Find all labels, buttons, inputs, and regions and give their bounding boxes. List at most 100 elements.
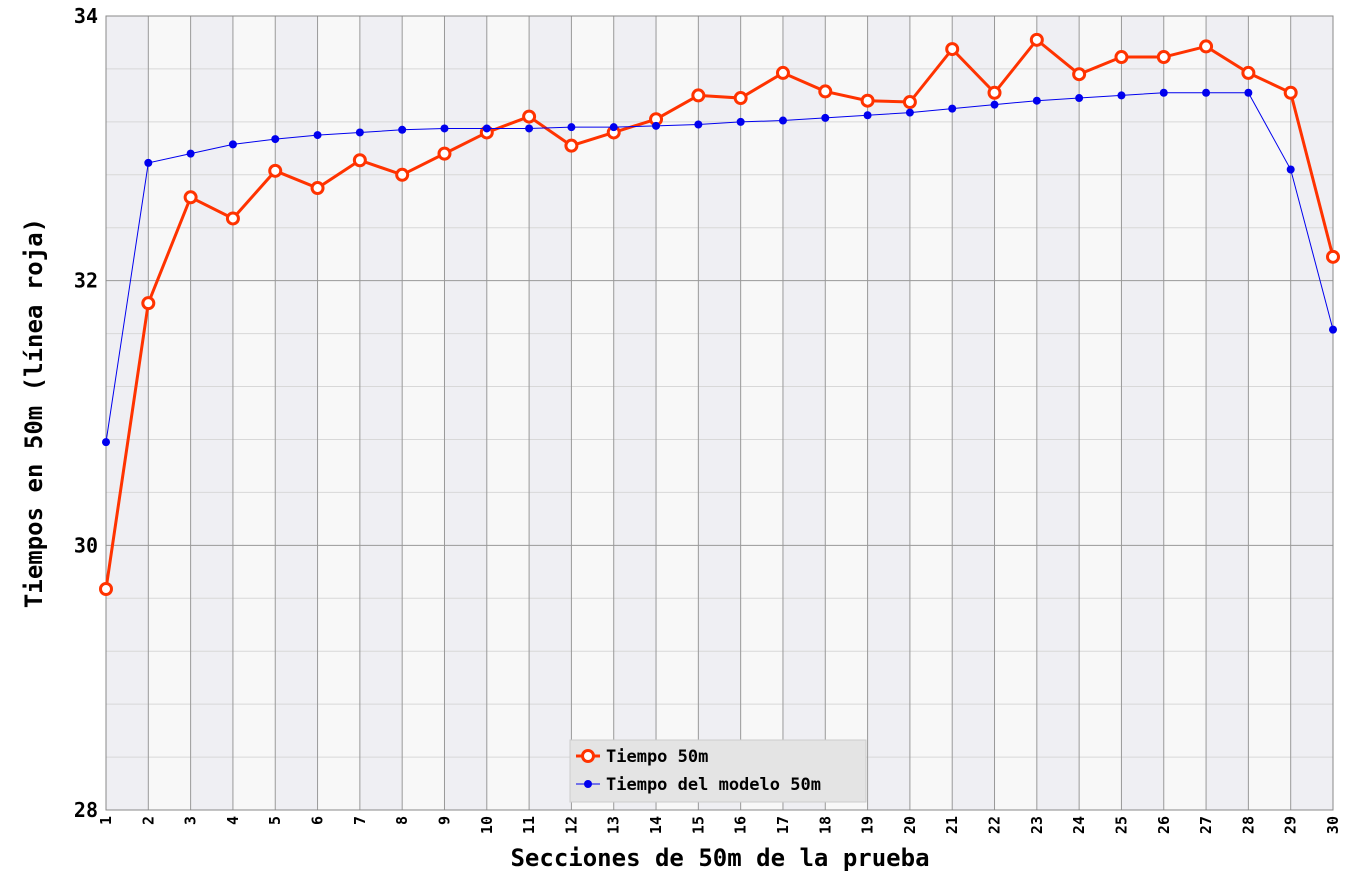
plot-band — [444, 16, 487, 810]
x-tick-label: 3 — [182, 816, 200, 825]
data-point — [186, 149, 195, 158]
data-point — [1032, 96, 1041, 105]
x-tick-label: 26 — [1155, 816, 1173, 834]
plot-band — [1290, 16, 1333, 810]
x-tick-label: 11 — [520, 816, 538, 834]
data-point — [652, 121, 661, 130]
data-point — [990, 100, 999, 109]
data-point — [733, 91, 748, 106]
data-point — [821, 113, 830, 122]
plot-band — [1121, 16, 1164, 810]
plot-band — [190, 16, 233, 810]
plot-band — [106, 16, 149, 810]
data-point — [1117, 91, 1126, 100]
x-tick-label: 19 — [859, 816, 877, 834]
data-point — [1159, 88, 1168, 97]
y-tick-label: 32 — [74, 269, 98, 293]
data-point — [1029, 32, 1044, 47]
x-tick-label: 20 — [901, 816, 919, 834]
plot-band — [529, 16, 572, 810]
plot-band — [613, 16, 657, 810]
data-point — [141, 296, 156, 311]
x-tick-label: 17 — [774, 816, 792, 834]
data-point — [1244, 88, 1253, 97]
data-point — [609, 123, 618, 132]
data-point — [948, 104, 957, 113]
x-tick-label: 5 — [266, 816, 284, 825]
data-point — [352, 153, 367, 168]
x-tick-label: 27 — [1197, 816, 1215, 834]
x-tick-label: 13 — [605, 816, 623, 834]
data-point — [945, 42, 960, 57]
x-tick-label: 2 — [139, 816, 157, 825]
series-line — [105, 92, 1334, 443]
x-tick-label: 29 — [1282, 816, 1300, 834]
data-point — [775, 65, 790, 80]
plot-border — [105, 15, 1334, 811]
plot-band — [1206, 16, 1249, 810]
x-tick-label: 9 — [435, 816, 453, 825]
plot-band — [275, 16, 318, 810]
data-point — [1156, 50, 1171, 65]
data-point — [818, 84, 833, 99]
data-point — [1241, 65, 1256, 80]
x-tick-label: 23 — [1028, 816, 1046, 834]
data-point — [225, 211, 240, 226]
data-point — [778, 116, 787, 125]
data-point — [268, 163, 283, 178]
data-point — [987, 85, 1002, 100]
legend-label: Tiempo 50m — [606, 747, 708, 767]
data-point — [1286, 165, 1295, 174]
data-point — [1329, 325, 1337, 334]
data-point — [567, 123, 576, 132]
data-point — [440, 124, 449, 133]
data-point — [1283, 85, 1298, 100]
data-point — [1075, 94, 1084, 103]
data-point — [1202, 88, 1211, 97]
data-point — [902, 95, 917, 110]
y-tick-label: 34 — [74, 4, 98, 28]
data-point — [694, 120, 703, 129]
x-tick-label: 12 — [562, 816, 580, 834]
data-point — [395, 167, 410, 182]
x-tick-label: 30 — [1324, 816, 1342, 834]
plot-band — [359, 16, 403, 810]
data-point — [1072, 67, 1087, 82]
x-tick-label: 28 — [1239, 816, 1257, 834]
data-point — [1326, 249, 1340, 264]
x-tick-label: 4 — [224, 816, 242, 825]
data-point — [144, 158, 153, 167]
x-tick-label: 22 — [986, 816, 1004, 834]
x-tick-label: 1 — [97, 816, 115, 825]
legend-box — [569, 739, 867, 803]
data-point — [564, 138, 579, 153]
data-point — [228, 140, 237, 149]
data-point — [522, 109, 537, 124]
plot-band — [698, 16, 741, 810]
data-point — [1114, 50, 1129, 65]
plot-band — [867, 16, 910, 810]
y-tick-label: 30 — [74, 533, 98, 557]
x-tick-label: 7 — [351, 816, 369, 825]
series-line — [104, 37, 1335, 590]
x-axis-label: Secciones de 50m de la prueba — [510, 844, 929, 872]
data-point — [183, 190, 198, 205]
x-tick-label: 25 — [1112, 816, 1130, 834]
x-tick-label: 16 — [732, 816, 750, 834]
x-tick-label: 18 — [816, 816, 834, 834]
plot-band — [952, 16, 995, 810]
y-axis-label: Tiempos en 50m (línea roja) — [20, 218, 48, 608]
plot-band — [782, 16, 826, 810]
data-point — [482, 124, 491, 133]
data-point — [437, 146, 452, 161]
x-tick-label: 10 — [478, 816, 496, 834]
data-point — [271, 135, 280, 144]
data-point — [905, 108, 914, 117]
legend-label: Tiempo del modelo 50m — [606, 775, 821, 795]
x-tick-label: 6 — [309, 816, 327, 825]
legend-marker — [581, 749, 595, 763]
x-tick-label: 24 — [1070, 816, 1088, 834]
data-point — [691, 88, 706, 103]
data-point — [398, 125, 407, 134]
